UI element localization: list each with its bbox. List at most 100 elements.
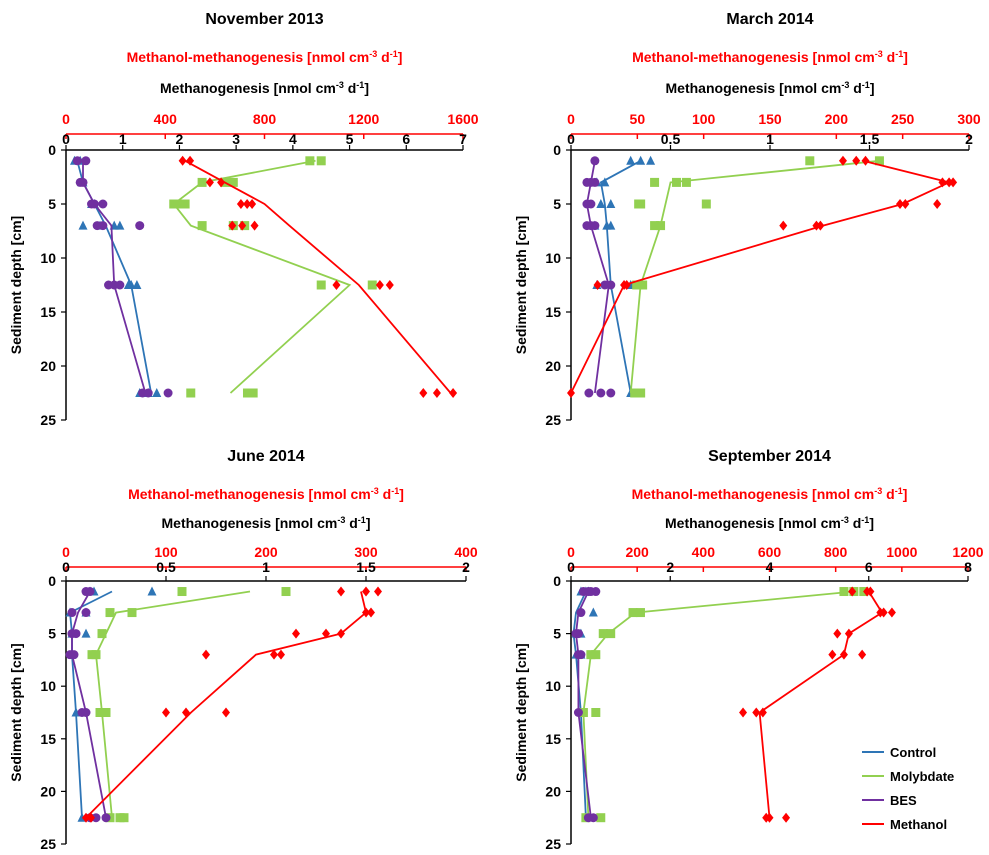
- data-point-molybdate: [105, 608, 115, 618]
- y-tick-label: 0: [48, 573, 56, 589]
- secondary-x-tick-label: 200: [825, 111, 849, 127]
- data-point-methanol: [337, 628, 345, 639]
- data-point-methanol: [228, 220, 237, 231]
- data-point-molybdate: [839, 587, 849, 597]
- secondary-x-tick-label: 1200: [348, 111, 379, 127]
- series-line-molybdate: [172, 159, 352, 394]
- secondary-x-tick-label: 100: [154, 544, 178, 560]
- data-point-bes: [586, 199, 596, 209]
- data-point-bes: [81, 708, 91, 717]
- y-axis-label: Sediment depth [cm]: [513, 216, 529, 354]
- secondary-x-tick-label: 100: [692, 111, 716, 127]
- data-point-molybdate: [281, 587, 291, 597]
- data-point-molybdate: [578, 708, 588, 717]
- data-point-bes: [67, 608, 77, 618]
- y-tick-label: 0: [553, 573, 561, 589]
- panel-4: September 2014 Methanol-methanogenesis [n…: [513, 448, 984, 852]
- data-point-methanol: [202, 649, 210, 660]
- data-point-bes: [606, 280, 616, 290]
- data-point-methanol: [833, 628, 842, 639]
- chart-title: November 2013: [205, 11, 323, 28]
- data-point-control: [606, 199, 616, 208]
- primary-x-axis-label: Methanogenesis [nmol cm-3 d-1]: [162, 515, 371, 531]
- data-point-methanol: [949, 177, 958, 188]
- data-point-methanol: [779, 220, 788, 231]
- series-line-methanol: [184, 160, 452, 394]
- primary-x-tick-label: 2: [176, 131, 184, 147]
- primary-x-tick-label: 1: [119, 131, 127, 147]
- secondary-x-tick-label: 0: [62, 111, 70, 127]
- primary-x-tick-label: 0: [62, 559, 70, 575]
- data-point-bes: [596, 388, 606, 398]
- data-point-molybdate: [248, 388, 258, 398]
- data-point-bes: [81, 156, 91, 166]
- data-point-methanol: [816, 220, 825, 231]
- data-point-methanol: [222, 707, 230, 718]
- y-tick-label: 25: [40, 836, 56, 852]
- data-point-methanol: [848, 586, 857, 597]
- data-point-molybdate: [91, 650, 101, 660]
- data-point-methanol: [758, 707, 767, 718]
- data-point-molybdate: [598, 629, 608, 639]
- data-point-control: [132, 280, 142, 289]
- data-point-molybdate: [638, 280, 648, 290]
- primary-x-tick-label: 4: [289, 131, 297, 147]
- data-point-methanol: [322, 628, 330, 639]
- y-tick-label: 0: [48, 142, 56, 158]
- series-line-methanol: [570, 159, 952, 394]
- data-point-methanol: [332, 280, 341, 290]
- data-point-bes: [576, 650, 586, 660]
- data-point-molybdate: [596, 813, 606, 823]
- series-bes: [582, 156, 616, 398]
- primary-x-tick-label: 3: [232, 131, 240, 147]
- data-point-methanol: [419, 388, 428, 398]
- data-point-molybdate: [316, 156, 326, 166]
- data-point-methanol: [236, 199, 245, 209]
- primary-x-tick-label: 0: [567, 131, 575, 147]
- data-point-methanol: [896, 199, 905, 209]
- data-point-bes: [91, 813, 101, 823]
- y-tick-label: 15: [40, 731, 56, 747]
- data-point-methanol: [162, 707, 170, 718]
- primary-x-tick-label: 1: [262, 559, 270, 575]
- data-point-control: [596, 199, 606, 208]
- y-tick-label: 15: [545, 731, 561, 747]
- series-methanol: [567, 155, 958, 398]
- secondary-x-tick-label: 0: [62, 544, 70, 560]
- primary-x-axis-label: Methanogenesis [nmol cm-3 d-1]: [666, 80, 875, 96]
- secondary-x-tick-label: 250: [891, 111, 915, 127]
- data-point-methanol: [375, 280, 384, 290]
- series-molybdate: [629, 156, 884, 398]
- data-point-methanol: [362, 607, 370, 618]
- primary-x-tick-label: 0.5: [156, 559, 176, 575]
- data-point-control: [588, 607, 598, 617]
- data-point-molybdate: [632, 280, 642, 290]
- primary-x-tick-label: 2: [965, 131, 973, 147]
- data-point-methanol: [739, 707, 748, 718]
- primary-x-tick-label: 6: [865, 559, 873, 575]
- series-line-molybdate: [95, 590, 251, 818]
- secondary-x-axis-label: Methanol-methanogenesis [nmol cm-3 d-1]: [632, 486, 908, 502]
- data-point-molybdate: [628, 608, 638, 618]
- series-line-methanol: [758, 591, 884, 818]
- data-point-methanol: [182, 707, 190, 718]
- y-tick-label: 25: [40, 412, 56, 428]
- secondary-x-tick-label: 1200: [952, 544, 983, 560]
- data-point-methanol: [752, 707, 761, 718]
- data-point-molybdate: [656, 221, 666, 231]
- data-point-molybdate: [169, 199, 179, 209]
- series-control: [70, 155, 162, 397]
- data-point-bes: [69, 650, 79, 660]
- y-axis-label: Sediment depth [cm]: [8, 216, 24, 354]
- data-point-control: [606, 220, 616, 230]
- secondary-x-tick-label: 50: [630, 111, 646, 127]
- legend-item-control: Control: [862, 745, 936, 760]
- data-point-bes: [586, 177, 596, 187]
- secondary-x-tick-label: 1600: [447, 111, 478, 127]
- series-methanol: [739, 586, 896, 823]
- secondary-x-axis-label: Methanol-methanogenesis [nmol cm-3 d-1]: [128, 486, 404, 502]
- series-molybdate: [578, 587, 869, 823]
- data-point-methanol: [270, 649, 278, 660]
- panel-3: June 2014 Methanol-methanogenesis [nmol c…: [8, 448, 478, 852]
